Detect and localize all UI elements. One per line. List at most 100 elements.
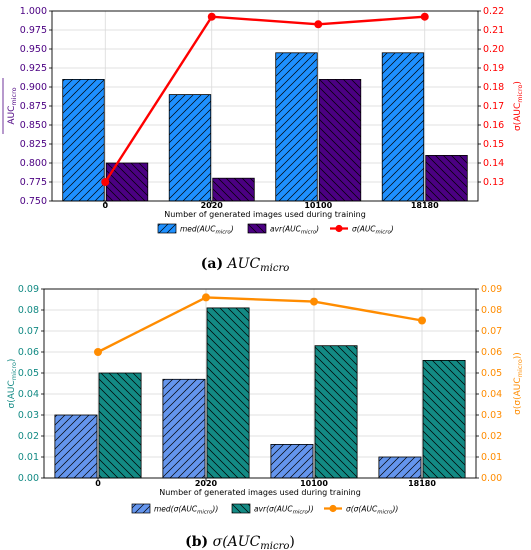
legend-label-avr: avr(AUCmicro) — [270, 225, 319, 236]
label-sub: micro — [215, 230, 231, 236]
xtick-label: 10100 — [304, 201, 332, 210]
bar-avr-18180 — [422, 359, 466, 479]
xtick-label: 0 — [95, 479, 101, 488]
y-axis-label-right: σ(AUCmicro) — [513, 81, 524, 131]
label-sub: micro — [293, 510, 309, 516]
label-sub: micro — [516, 359, 524, 377]
legend-label-avr: avr(σ(AUCmicro)) — [254, 505, 314, 516]
legend-label-med: med(AUCmicro) — [180, 225, 234, 236]
caption-suffix: ) — [289, 534, 294, 550]
bar-avr-2020 — [206, 307, 250, 479]
ytick-right: 0.08 — [481, 305, 502, 316]
ytick-left: 0.00 — [18, 473, 39, 484]
caption-label: (a) — [201, 256, 223, 272]
label-sub: micro — [10, 87, 18, 105]
line-sigma — [97, 296, 423, 354]
label-sub: micro — [301, 230, 317, 236]
label-main: AUC — [199, 225, 217, 234]
ytick-right: 0.05 — [481, 368, 502, 379]
caption-main: AUC — [226, 256, 261, 272]
legend-swatch-med — [157, 223, 177, 234]
bar-med-2020 — [162, 378, 206, 479]
label-main: AUC — [276, 505, 294, 514]
legend-label-sig: σ(σ(AUCmicro)) — [346, 505, 398, 516]
caption-label: (b) — [185, 534, 208, 550]
ytick-left: 0.800 — [20, 158, 47, 169]
ytick-left: 0.03 — [18, 410, 39, 421]
ytick-left: 0.925 — [20, 63, 47, 74]
bar-med-10100 — [270, 443, 314, 479]
chart-panel-1: 0.750 0.775 0.800 0.825 0.850 0.875 0.900 0.925… — [2, 6, 524, 274]
ytick-left: 0.09 — [18, 284, 39, 295]
ytick-left: 0.02 — [18, 431, 39, 442]
ytick-right: 0.03 — [481, 410, 502, 421]
xtick-label: 2020 — [201, 201, 224, 210]
bar-med-10100 — [275, 52, 318, 202]
legend-label-sig: σ(AUCmicro) — [352, 225, 394, 236]
point-sigma-2020 — [202, 293, 210, 302]
bar-med-2020 — [168, 94, 212, 202]
label-main: AUC — [7, 380, 17, 399]
xtick-label: 0 — [102, 201, 108, 210]
x-axis-label: Number of generated images used during t… — [159, 488, 361, 497]
ytick-left: 0.975 — [20, 25, 47, 36]
label-prefix: σ( — [7, 399, 17, 408]
ytick-left: 0.08 — [18, 305, 39, 316]
chart-panel-2: 0.00 0.01 0.02 0.03 0.04 0.05 0.06 0.07 0.08 0.09… — [7, 284, 524, 550]
point-sigma-0 — [94, 348, 102, 356]
label-suffix: ) — [315, 225, 319, 234]
x-axis-label: Number of generated images used during t… — [164, 210, 366, 219]
label-prefix: σ( — [352, 225, 361, 234]
figure-caption: (b) σ(AUCmicro) — [185, 534, 295, 550]
ytick-right: 0.16 — [483, 120, 504, 131]
legend-label-med: med(σ(AUCmicro)) — [154, 505, 218, 516]
ytick-left: 0.07 — [18, 326, 39, 337]
xtick-label: 18180 — [408, 479, 436, 488]
label-main: AUC — [180, 505, 198, 514]
caption-sub: micro — [260, 541, 289, 550]
ytick-left: 0.05 — [18, 368, 39, 379]
bar-med-0 — [54, 414, 98, 479]
label-main: AUC — [7, 106, 17, 125]
bar-avr-10100 — [318, 79, 362, 202]
point-sigma-18180 — [418, 316, 426, 325]
ytick-left: 0.775 — [20, 177, 47, 188]
y-axis-label-left: σ(AUCmicro) — [7, 359, 18, 409]
point-sigma-2020 — [207, 12, 216, 21]
label-suffix: ) — [390, 225, 394, 234]
xtick-label: 2020 — [195, 479, 218, 488]
legend-swatch-med — [131, 503, 151, 514]
ytick-right: 0.20 — [483, 44, 504, 55]
label-prefix: σ(σ( — [513, 396, 523, 414]
ytick-left: 0.825 — [20, 139, 47, 150]
label-prefix: med( — [180, 225, 201, 234]
label-prefix: avr( — [270, 225, 286, 234]
point-sigma-0 — [101, 178, 110, 186]
label-suffix: )) — [211, 505, 218, 514]
ytick-right: 0.17 — [483, 101, 504, 112]
ytick-left: 0.850 — [20, 120, 47, 131]
label-main: AUC — [513, 377, 523, 396]
point-sigma-10100 — [314, 20, 323, 29]
bar-med-0 — [62, 79, 105, 202]
plot-frame — [43, 288, 477, 479]
label-suffix: ) — [7, 359, 17, 363]
legend-marker-sig — [329, 504, 337, 513]
ytick-left: 1.000 — [20, 6, 47, 17]
ytick-right: 0.22 — [483, 6, 504, 17]
label-prefix: σ(σ( — [346, 505, 362, 514]
legend: med(σ(AUCmicro)) avr(σ(AUCmicro)) σ(σ(AUCm… — [131, 503, 398, 516]
label-suffix: ) — [513, 81, 523, 85]
y-axis-label-right: σ(σ(AUCmicro)) — [513, 352, 524, 415]
label-main: AUC — [359, 225, 377, 234]
ytick-right: 0.01 — [481, 452, 502, 463]
ytick-right: 0.13 — [483, 177, 504, 188]
ytick-right: 0.21 — [483, 25, 504, 36]
figure-caption: (a) AUCmicro — [201, 256, 290, 274]
legend-swatch-avr — [247, 223, 267, 234]
ytick-left: 0.875 — [20, 101, 47, 112]
label-main: AUC — [513, 103, 523, 122]
ytick-left: 0.06 — [18, 347, 39, 358]
label-suffix: )) — [307, 505, 314, 514]
ytick-right: 0.09 — [481, 284, 502, 295]
